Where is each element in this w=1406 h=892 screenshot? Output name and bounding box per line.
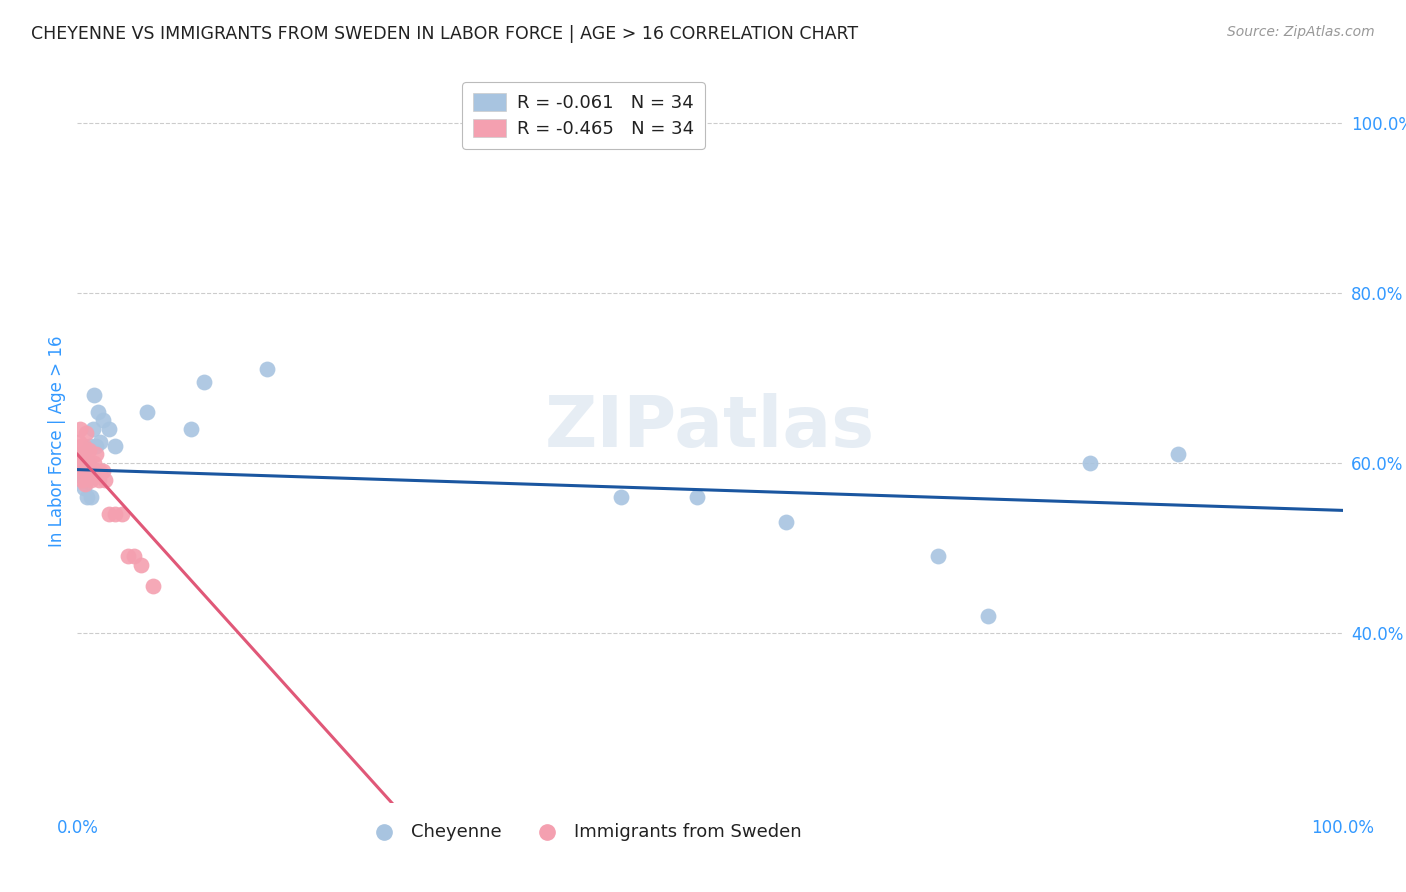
Point [111,507,132,521]
Point [73,473,96,487]
Point [91,413,114,427]
Point [83,456,105,470]
Point [73,460,96,475]
Point [86,439,108,453]
Text: CHEYENNE VS IMMIGRANTS FROM SWEDEN IN LABOR FORCE | AGE > 16 CORRELATION CHART: CHEYENNE VS IMMIGRANTS FROM SWEDEN IN LA… [31,25,858,43]
Point [104,507,127,521]
Point [142,579,165,593]
Point [70,468,93,483]
Point [98,507,120,521]
Point [73,481,96,495]
Point [69,456,91,470]
Point [86,405,108,419]
Point [80,490,103,504]
Point [77,443,100,458]
Point [117,549,139,564]
Point [79,439,101,453]
Point [94,473,117,487]
Point [104,439,127,453]
Point [1167,447,1189,461]
Point [73,477,96,491]
Point [67,434,90,449]
Point [98,422,120,436]
Point [70,456,93,470]
Point [136,405,159,419]
Point [69,464,91,478]
Point [82,422,104,436]
Point [927,549,949,564]
Point [610,490,633,504]
Point [73,439,96,453]
Text: ZIPatlas: ZIPatlas [546,392,875,461]
Point [76,456,98,470]
Point [67,460,90,475]
Point [129,558,152,572]
Point [72,473,94,487]
Point [82,464,104,478]
Point [72,447,94,461]
Point [69,422,91,436]
Point [73,456,96,470]
Point [1078,456,1101,470]
Point [91,464,114,478]
Point [89,464,111,478]
Point [75,456,97,470]
Point [76,490,98,504]
Point [76,464,98,478]
Point [89,434,111,449]
Point [70,439,93,453]
Point [87,473,110,487]
Point [193,375,215,389]
Text: Source: ZipAtlas.com: Source: ZipAtlas.com [1227,25,1375,39]
Point [83,388,105,402]
Point [686,490,709,504]
Point [70,460,93,475]
Point [75,473,97,487]
Point [256,362,278,376]
Legend: Cheyenne, Immigrants from Sweden: Cheyenne, Immigrants from Sweden [359,815,808,848]
Point [86,447,108,461]
Point [124,549,146,564]
Point [775,516,797,530]
Point [77,456,100,470]
Point [73,464,96,478]
Point [79,460,101,475]
Point [75,425,97,440]
Point [76,464,98,478]
Y-axis label: In Labor Force | Age > 16: In Labor Force | Age > 16 [48,335,66,548]
Point [75,447,97,461]
Point [180,422,202,436]
Point [72,447,94,461]
Point [67,447,90,461]
Point [977,608,1000,623]
Point [80,473,103,487]
